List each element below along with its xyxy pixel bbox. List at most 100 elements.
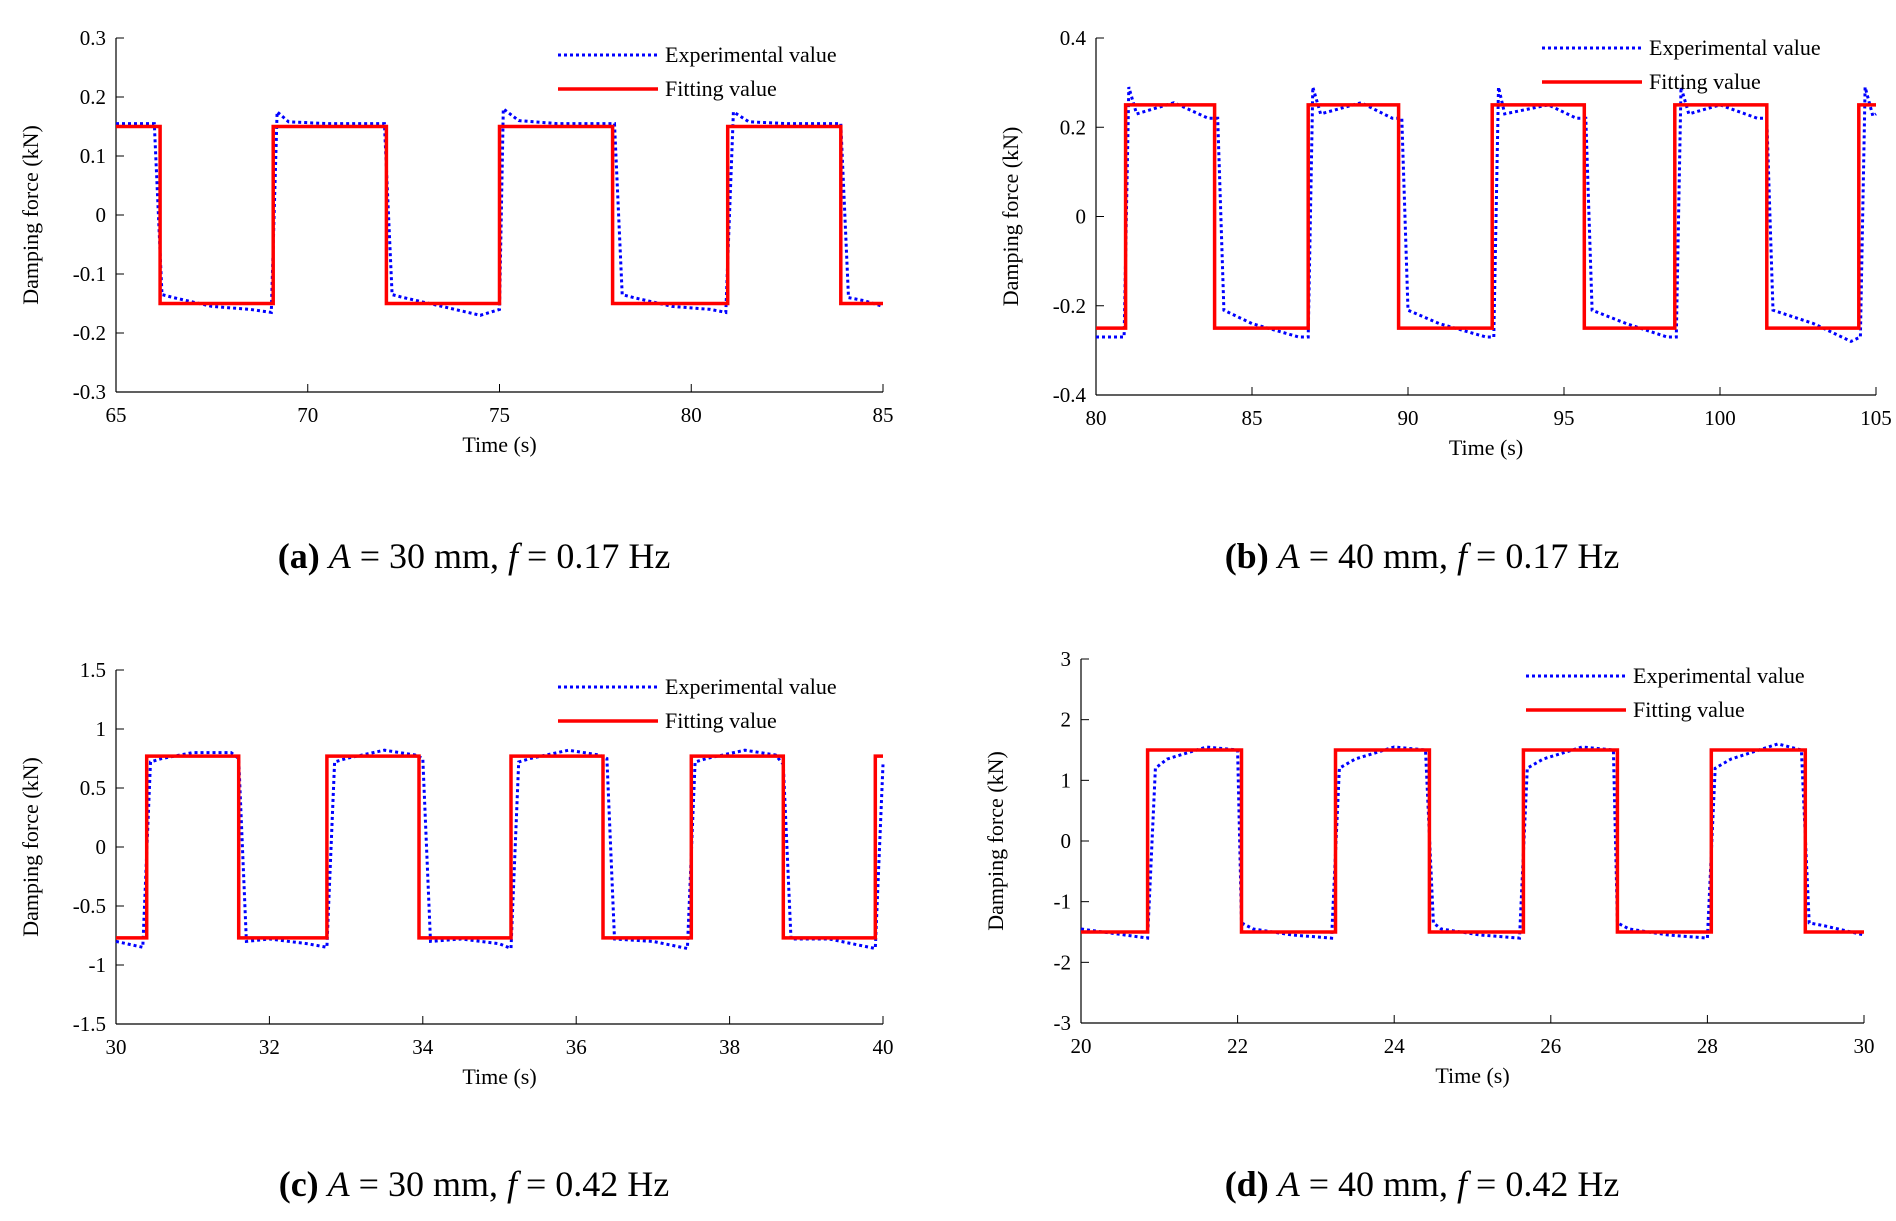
chart-panel-a: 65 70 75 80 85 -0.3 -0.2 -0.1 0 0.1 0.2 0.3 Time (s)… [0,0,948,610]
chart-b-x-tick-label-85: 85 [1242,406,1263,430]
chart-b-y-axis-title: Damping force (kN) [998,127,1023,307]
caption-c-letter: (c) [278,1164,319,1204]
chart-b-x-tick-label-95: 95 [1554,406,1575,430]
chart-panel-c: 30 32 34 36 38 40 -1.5 -1 -0.5 0 0.5 1 1.5 Time (s) Da… [0,610,948,1220]
chart-a-y-tick-label-_0_2: -0.2 [73,321,106,345]
caption-b-amp-var: A [1277,536,1300,576]
caption-d-amp-var: A [1277,1164,1300,1204]
chart-c-series-experimental-line [115,748,885,951]
chart-d-y-tick-label-3: 3 [1061,647,1072,671]
chart-a-legend-label-fitting: Fitting value [665,76,777,101]
chart-c-legend-label-fitting: Fitting value [665,708,777,733]
chart-c-y-tick-label-_1: -1 [89,953,107,977]
chart-panel-d: 20 22 24 26 28 30 -3 -2 -1 0 1 2 3 Time (s) Damping fo… [948,610,1896,1220]
chart-b-x-tick-label-90: 90 [1398,406,1419,430]
caption-a-amp-text: = 30 mm, [350,536,508,576]
chart-c-legend-label-experimental: Experimental value [665,674,837,699]
chart-b-y-tick-label-0_4: 0.4 [1060,26,1087,50]
chart-c-x-tick-label-32: 32 [259,1035,280,1059]
chart-d-legend-label-experimental: Experimental value [1633,663,1805,688]
chart-c-svg: 30 32 34 36 38 40 -1.5 -1 -0.5 0 0.5 1 1.5 Time (s) Da… [18,658,894,1089]
chart-d-y-axis-title: Damping force (kN) [983,751,1008,931]
chart-a-x-tick-label-65: 65 [106,403,127,427]
caption-d: (d) A = 40 mm, f = 0.42 Hz [948,1163,1896,1205]
chart-b-x-tick-label-100: 100 [1704,406,1736,430]
chart-a-series-fitting-line [116,124,883,306]
caption-c-amp-var: A [327,1164,350,1204]
chart-a-series-experimental-line [116,105,884,317]
chart-a-y-tick-label-0_2: 0.2 [80,85,106,109]
caption-a-letter: (a) [277,536,320,576]
chart-b-y-tick-label-_0_2: -0.2 [1053,294,1086,318]
chart-b-svg: 80 85 90 95 100 105 -0.4 -0.2 0 0.2 0.4 Time (s) Dam… [998,26,1892,460]
caption-b-freq-var: f [1457,536,1468,576]
caption-a: (a) A = 30 mm, f = 0.17 Hz [0,535,948,577]
chart-a-y-tick-label-_0_3: -0.3 [73,380,106,404]
caption-a-amp-var: A [328,536,351,576]
chart-b-legend-label-fitting: Fitting value [1649,69,1761,94]
chart-d-y-tick-label-_3: -3 [1054,1011,1072,1035]
chart-a-y-tick-label-0_3: 0.3 [80,26,106,50]
caption-d-letter: (d) [1224,1164,1269,1204]
caption-b-letter: (b) [1224,536,1269,576]
chart-b-x-axis-title: Time (s) [1449,435,1523,460]
chart-a-x-tick-label-70: 70 [297,403,318,427]
caption-d-freq-text: = 0.42 Hz [1467,1164,1620,1204]
chart-d-x-tick-label-22: 22 [1227,1034,1248,1058]
caption-c-freq-text: = 0.42 Hz [517,1164,670,1204]
chart-c-y-tick-label-0_5: 0.5 [80,776,106,800]
caption-d-freq-var: f [1457,1164,1468,1204]
chart-b-x-tick-label-105: 105 [1860,406,1892,430]
chart-c-y-tick-label-0: 0 [96,835,107,859]
chart-d-x-tick-label-30: 30 [1854,1034,1875,1058]
chart-a-y-tick-label-_0_1: -0.1 [73,262,106,286]
chart-c-x-tick-label-34: 34 [412,1035,434,1059]
chart-b-legend-label-experimental: Experimental value [1649,35,1821,60]
chart-a-x-tick-label-75: 75 [489,403,510,427]
chart-d-series-fitting-line [1081,748,1864,934]
chart-c-y-tick-label-_1_5: -1.5 [73,1012,106,1036]
chart-b-y-tick-label-0: 0 [1076,205,1087,229]
caption-a-freq-text: = 0.17 Hz [518,536,671,576]
chart-a-y-tick-label-0_1: 0.1 [80,144,106,168]
chart-c-x-tick-label-40: 40 [873,1035,894,1059]
chart-a-x-tick-label-85: 85 [873,403,894,427]
chart-d-y-tick-label-0: 0 [1061,829,1072,853]
chart-c-x-axis-title: Time (s) [462,1064,536,1089]
chart-d-x-tick-label-20: 20 [1071,1034,1092,1058]
caption-b-freq-text: = 0.17 Hz [1467,536,1620,576]
chart-b-series-fitting-line [1096,103,1876,330]
chart-panel-b: 80 85 90 95 100 105 -0.4 -0.2 0 0.2 0.4 Time (s) Dam… [948,0,1896,610]
chart-d-x-tick-label-24: 24 [1384,1034,1406,1058]
chart-d-x-axis-title: Time (s) [1435,1063,1509,1088]
chart-a-svg: 65 70 75 80 85 -0.3 -0.2 -0.1 0 0.1 0.2 0.3 Time (s)… [18,26,894,457]
chart-c-y-tick-label-_0_5: -0.5 [73,894,106,918]
chart-d-y-tick-label-1: 1 [1061,768,1072,792]
chart-d-y-tick-label-2: 2 [1061,708,1072,732]
chart-d-x-tick-label-28: 28 [1697,1034,1718,1058]
chart-d-svg: 20 22 24 26 28 30 -3 -2 -1 0 1 2 3 Time (s) Damping fo… [983,647,1875,1088]
chart-a-legend-label-experimental: Experimental value [665,42,837,67]
chart-a-x-tick-label-80: 80 [681,403,702,427]
chart-c-y-axis-title: Damping force (kN) [18,757,43,937]
caption-a-freq-var: f [508,536,519,576]
caption-c: (c) A = 30 mm, f = 0.42 Hz [0,1163,948,1205]
caption-c-amp-text: = 30 mm, [349,1164,507,1204]
chart-a-y-axis-title: Damping force (kN) [18,125,43,305]
chart-d-x-tick-label-26: 26 [1540,1034,1561,1058]
chart-c-y-tick-label-1_5: 1.5 [80,658,106,682]
chart-c-x-tick-label-36: 36 [566,1035,587,1059]
caption-b-amp-text: = 40 mm, [1299,536,1457,576]
chart-c-y-tick-label-1: 1 [96,717,107,741]
chart-d-legend-label-fitting: Fitting value [1633,697,1745,722]
caption-d-amp-text: = 40 mm, [1299,1164,1457,1204]
chart-b-x-tick-label-80: 80 [1086,406,1107,430]
chart-c-x-tick-label-38: 38 [719,1035,740,1059]
chart-c-series-fitting-line [116,754,883,940]
chart-d-y-tick-label-_1: -1 [1054,890,1072,914]
chart-c-x-tick-label-30: 30 [106,1035,127,1059]
chart-a-x-axis-title: Time (s) [462,432,536,457]
chart-b-y-tick-label-_0_4: -0.4 [1053,383,1087,407]
caption-c-freq-var: f [506,1164,517,1204]
chart-b-y-tick-label-0_2: 0.2 [1060,115,1086,139]
